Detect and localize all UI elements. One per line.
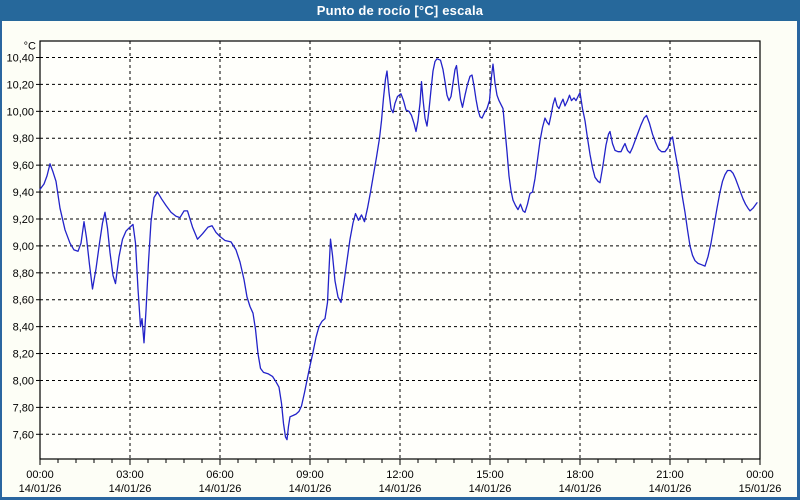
x-tick-date-label: 14/01/26 bbox=[649, 483, 692, 495]
y-tick-label: 9,80 bbox=[13, 133, 34, 145]
y-axis-unit-label: °C bbox=[24, 41, 36, 53]
x-tick-time-label: 18:00 bbox=[566, 469, 594, 481]
y-tick-label: 8,80 bbox=[13, 268, 34, 280]
title-bar: Punto de rocío [°C] escala bbox=[0, 0, 800, 21]
y-tick-label: 8,00 bbox=[13, 375, 34, 387]
x-tick-time-label: 09:00 bbox=[296, 469, 324, 481]
window-border-bottom bbox=[0, 497, 800, 500]
y-tick-label: 9,40 bbox=[13, 187, 34, 199]
x-tick-date-label: 14/01/26 bbox=[469, 483, 512, 495]
y-tick-label: 10,00 bbox=[6, 106, 34, 118]
gridlines bbox=[40, 41, 760, 459]
x-tick-time-label: 12:00 bbox=[386, 469, 414, 481]
x-tick-time-label: 00:00 bbox=[26, 469, 54, 481]
y-tick-label: 9,00 bbox=[13, 241, 34, 253]
x-tick-time-label: 06:00 bbox=[206, 469, 234, 481]
x-tick-date-label: 14/01/26 bbox=[19, 483, 62, 495]
x-tick-date-label: 15/01/26 bbox=[739, 483, 782, 495]
chart-title: Punto de rocío [°C] escala bbox=[316, 3, 484, 18]
x-tick-time-label: 15:00 bbox=[476, 469, 504, 481]
x-tick-date-label: 14/01/26 bbox=[199, 483, 242, 495]
dewpoint-series-line bbox=[39, 58, 758, 441]
axis-ticks bbox=[36, 57, 761, 465]
y-tick-label: 8,60 bbox=[13, 295, 34, 307]
dewpoint-line-chart: 10,40 10,20 10,00 9,80 9,60 9,40 9,20 9,00 8,80 8… bbox=[6, 40, 781, 496]
y-tick-label: 7,80 bbox=[13, 402, 34, 414]
axis-labels: 10,40 10,20 10,00 9,80 9,60 9,40 9,20 9,00 8,80 8… bbox=[6, 41, 781, 496]
y-tick-label: 9,60 bbox=[13, 160, 34, 172]
window-border-left bbox=[0, 21, 2, 500]
y-tick-label: 10,20 bbox=[6, 79, 34, 91]
window-border-right bbox=[797, 21, 800, 500]
x-tick-time-label: 00:00 bbox=[746, 469, 774, 481]
y-tick-label: 7,60 bbox=[13, 429, 34, 441]
x-tick-date-label: 14/01/26 bbox=[379, 483, 422, 495]
y-tick-label: 10,40 bbox=[6, 53, 34, 65]
y-tick-label: 9,20 bbox=[13, 214, 34, 226]
x-tick-time-label: 21:00 bbox=[656, 469, 684, 481]
x-tick-date-label: 14/01/26 bbox=[109, 483, 152, 495]
x-tick-time-label: 03:00 bbox=[116, 469, 144, 481]
y-tick-label: 8,40 bbox=[13, 322, 34, 334]
y-tick-label: 8,20 bbox=[13, 349, 34, 361]
x-tick-date-label: 14/01/26 bbox=[289, 483, 332, 495]
x-tick-date-label: 14/01/26 bbox=[559, 483, 602, 495]
